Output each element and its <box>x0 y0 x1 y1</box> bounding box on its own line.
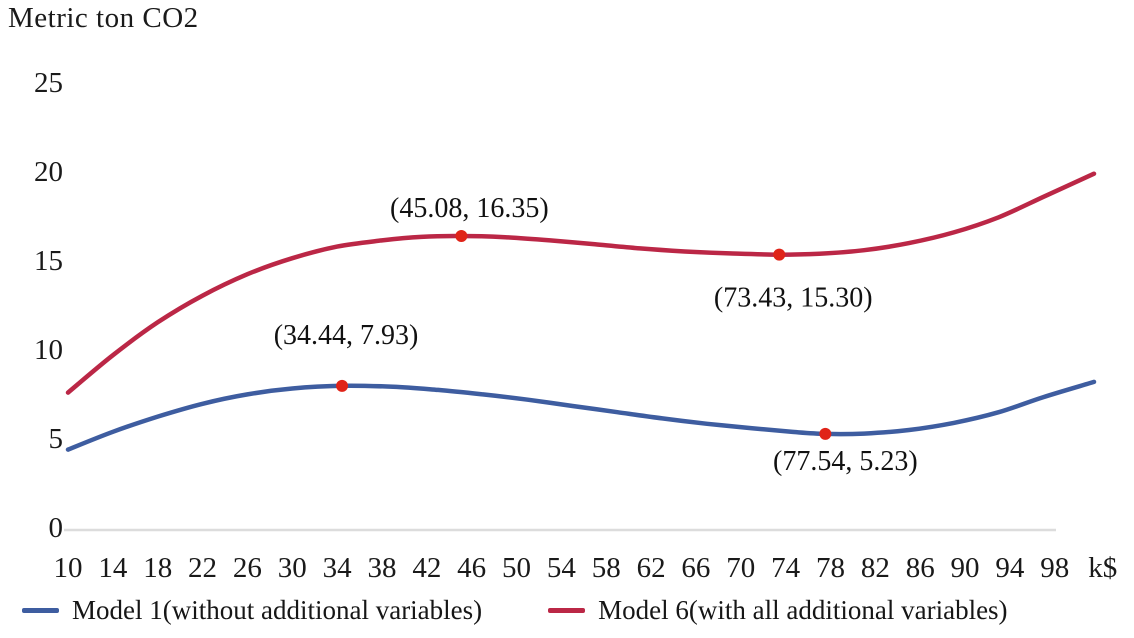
x-tick-label: 10 <box>54 552 83 584</box>
legend: Model 1(without additional variables) Mo… <box>22 595 1008 626</box>
y-tick-label: 15 <box>34 245 63 277</box>
point-annotation: (73.43, 15.30) <box>714 283 873 314</box>
legend-label-model-1: Model 1(without additional variables) <box>72 595 483 625</box>
model-1-data-point-marker <box>819 427 832 440</box>
legend-item-model-6: Model 6(with all additional variables) <box>548 595 1008 626</box>
x-tick-label: 82 <box>861 552 890 584</box>
x-tick-label: 90 <box>951 552 980 584</box>
y-tick-label: 25 <box>34 67 63 99</box>
x-tick-label: 58 <box>592 552 621 584</box>
x-tick-label: 70 <box>726 552 755 584</box>
model-6-line-swatch <box>548 608 586 613</box>
model-1-line-swatch <box>22 608 59 613</box>
model-1-data-point-marker <box>336 379 349 392</box>
legend-item-model-1: Model 1(without additional variables) <box>22 595 482 626</box>
x-tick-label: 98 <box>1040 552 1069 584</box>
x-tick-label: 26 <box>233 552 262 584</box>
model-6-curve <box>65 171 1097 395</box>
point-annotation: (77.54, 5.23) <box>773 446 918 477</box>
x-tick-label: 86 <box>906 552 935 584</box>
point-annotation: (34.44, 7.93) <box>274 320 419 351</box>
x-tick-label: 42 <box>412 552 441 584</box>
legend-label-model-6: Model 6(with all additional variables) <box>598 595 1008 625</box>
x-tick-label: 30 <box>278 552 307 584</box>
model-1-curve <box>65 379 1097 452</box>
y-tick-label: 20 <box>34 156 63 188</box>
x-tick-label: 62 <box>637 552 666 584</box>
y-tick-label: 0 <box>49 512 64 544</box>
x-tick-label: 54 <box>547 552 577 584</box>
x-tick-label: 94 <box>995 552 1025 584</box>
chart-title: Metric ton CO2 <box>8 2 199 34</box>
x-tick-label: 38 <box>367 552 396 584</box>
x-tick-label: 66 <box>681 552 710 584</box>
x-tick-label: 74 <box>771 552 801 584</box>
x-axis-unit-label: k$ <box>1088 552 1117 584</box>
x-tick-label: 46 <box>457 552 486 584</box>
x-tick-label: 18 <box>143 552 172 584</box>
x-tick-label: 50 <box>502 552 531 584</box>
y-tick-label: 10 <box>34 334 63 366</box>
x-tick-label: 14 <box>98 552 128 584</box>
x-tick-label: 34 <box>323 552 353 584</box>
x-tick-label: 22 <box>188 552 217 584</box>
x-tick-label: 78 <box>816 552 845 584</box>
model-6-data-point-marker <box>773 248 786 261</box>
model-6-data-point-marker <box>455 229 468 242</box>
point-annotation: (45.08, 16.35) <box>390 193 549 224</box>
y-tick-label: 5 <box>49 423 64 455</box>
